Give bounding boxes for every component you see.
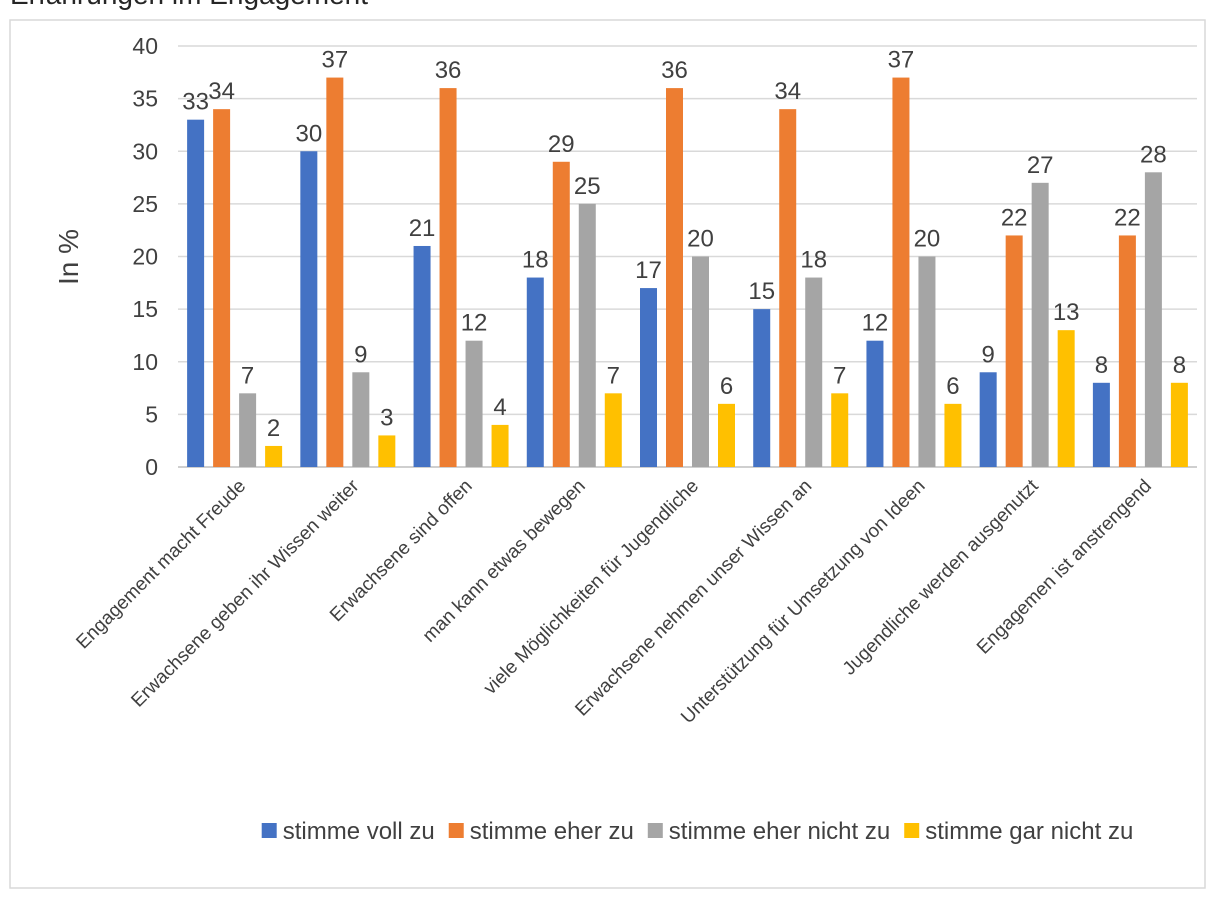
bar bbox=[805, 277, 823, 467]
bar bbox=[718, 403, 735, 467]
data-label: 22 bbox=[1001, 204, 1028, 231]
bar bbox=[465, 340, 483, 467]
data-label: 7 bbox=[607, 362, 620, 389]
legend-label: stimme eher nicht zu bbox=[669, 818, 890, 845]
data-label: 18 bbox=[800, 247, 827, 274]
data-label: 9 bbox=[354, 341, 367, 368]
chart-title: Erfahrungen im Engagement bbox=[10, 0, 368, 10]
bar bbox=[866, 340, 884, 467]
bar bbox=[944, 403, 962, 467]
data-label: 28 bbox=[1140, 141, 1167, 168]
data-label: 13 bbox=[1053, 299, 1080, 326]
data-label: 21 bbox=[409, 215, 436, 242]
legend-label: stimme voll zu bbox=[283, 818, 435, 845]
legend-swatch bbox=[448, 823, 464, 838]
data-label: 12 bbox=[862, 310, 889, 337]
data-label: 30 bbox=[295, 120, 322, 147]
data-label: 12 bbox=[461, 310, 488, 337]
y-tick-label: 15 bbox=[132, 296, 158, 322]
bar bbox=[1170, 382, 1188, 467]
y-tick-label: 40 bbox=[132, 33, 158, 59]
bar bbox=[666, 88, 683, 467]
bar bbox=[979, 372, 997, 467]
bar bbox=[692, 256, 709, 467]
data-label: 22 bbox=[1114, 204, 1141, 231]
bar bbox=[239, 393, 257, 467]
data-label: 4 bbox=[493, 394, 506, 421]
y-tick-label: 35 bbox=[132, 86, 158, 112]
bar bbox=[918, 256, 936, 467]
data-label: 20 bbox=[914, 226, 941, 253]
bar bbox=[213, 109, 231, 468]
data-label: 37 bbox=[888, 47, 915, 74]
bar bbox=[187, 119, 205, 468]
legend-label: stimme eher zu bbox=[470, 818, 634, 845]
data-label: 8 bbox=[1173, 352, 1186, 379]
y-tick-label: 5 bbox=[145, 401, 158, 427]
y-tick-label: 10 bbox=[132, 349, 158, 375]
data-label: 7 bbox=[833, 362, 846, 389]
bar bbox=[1005, 235, 1023, 467]
bar bbox=[378, 435, 396, 467]
bar bbox=[1144, 172, 1162, 468]
bar bbox=[831, 393, 849, 467]
data-label: 29 bbox=[548, 131, 575, 158]
bar bbox=[1031, 182, 1049, 467]
data-label: 37 bbox=[321, 47, 348, 74]
data-label: 7 bbox=[241, 362, 254, 389]
gridlines bbox=[178, 45, 1197, 468]
y-tick-label: 0 bbox=[145, 454, 158, 480]
y-axis-ticks: 0 5 10 15 20 25 30 35 40 bbox=[132, 33, 158, 480]
bar bbox=[892, 77, 910, 467]
data-label: 6 bbox=[946, 373, 959, 400]
legend-label: stimme gar nicht zu bbox=[925, 818, 1133, 845]
data-label: 2 bbox=[267, 415, 280, 442]
data-label: 17 bbox=[635, 257, 662, 284]
bar bbox=[604, 393, 622, 467]
legend-swatch bbox=[904, 823, 920, 838]
bar bbox=[1057, 330, 1075, 467]
bar bbox=[753, 309, 771, 467]
data-label: 33 bbox=[182, 89, 209, 116]
data-label: 36 bbox=[661, 57, 688, 84]
data-label: 34 bbox=[774, 78, 801, 105]
bar bbox=[326, 77, 344, 467]
legend-swatch bbox=[647, 823, 663, 838]
bar bbox=[1092, 382, 1110, 467]
bar bbox=[439, 88, 457, 467]
bar bbox=[1118, 235, 1136, 467]
data-label: 6 bbox=[720, 373, 733, 400]
y-axis-title: In % bbox=[53, 229, 84, 285]
data-label: 34 bbox=[208, 78, 235, 105]
bar bbox=[526, 277, 544, 467]
bar bbox=[265, 445, 283, 467]
bar bbox=[491, 424, 509, 467]
bars bbox=[187, 77, 1188, 468]
data-labels: 33 34723037932136124182925717362061534187… bbox=[182, 47, 1186, 442]
data-label: 20 bbox=[687, 226, 714, 253]
bar bbox=[552, 161, 570, 467]
y-tick-label: 25 bbox=[132, 191, 158, 217]
y-tick-label: 30 bbox=[132, 138, 158, 164]
data-label: 15 bbox=[748, 278, 775, 305]
data-label: 9 bbox=[981, 341, 994, 368]
data-label: 3 bbox=[380, 404, 393, 431]
data-label: 36 bbox=[435, 57, 462, 84]
data-label: 27 bbox=[1027, 152, 1054, 179]
data-label: 8 bbox=[1095, 352, 1108, 379]
legend-swatch bbox=[261, 823, 277, 838]
bar bbox=[779, 109, 797, 468]
legend: stimme voll zu stimme eher zu stimme eher … bbox=[261, 818, 1133, 845]
y-tick-label: 20 bbox=[132, 244, 158, 270]
bar bbox=[352, 372, 370, 467]
bar bbox=[413, 245, 431, 467]
data-label: 18 bbox=[522, 247, 549, 274]
bar bbox=[578, 203, 596, 467]
bar bbox=[640, 288, 657, 467]
data-label: 25 bbox=[574, 173, 601, 200]
bar bbox=[300, 151, 318, 467]
